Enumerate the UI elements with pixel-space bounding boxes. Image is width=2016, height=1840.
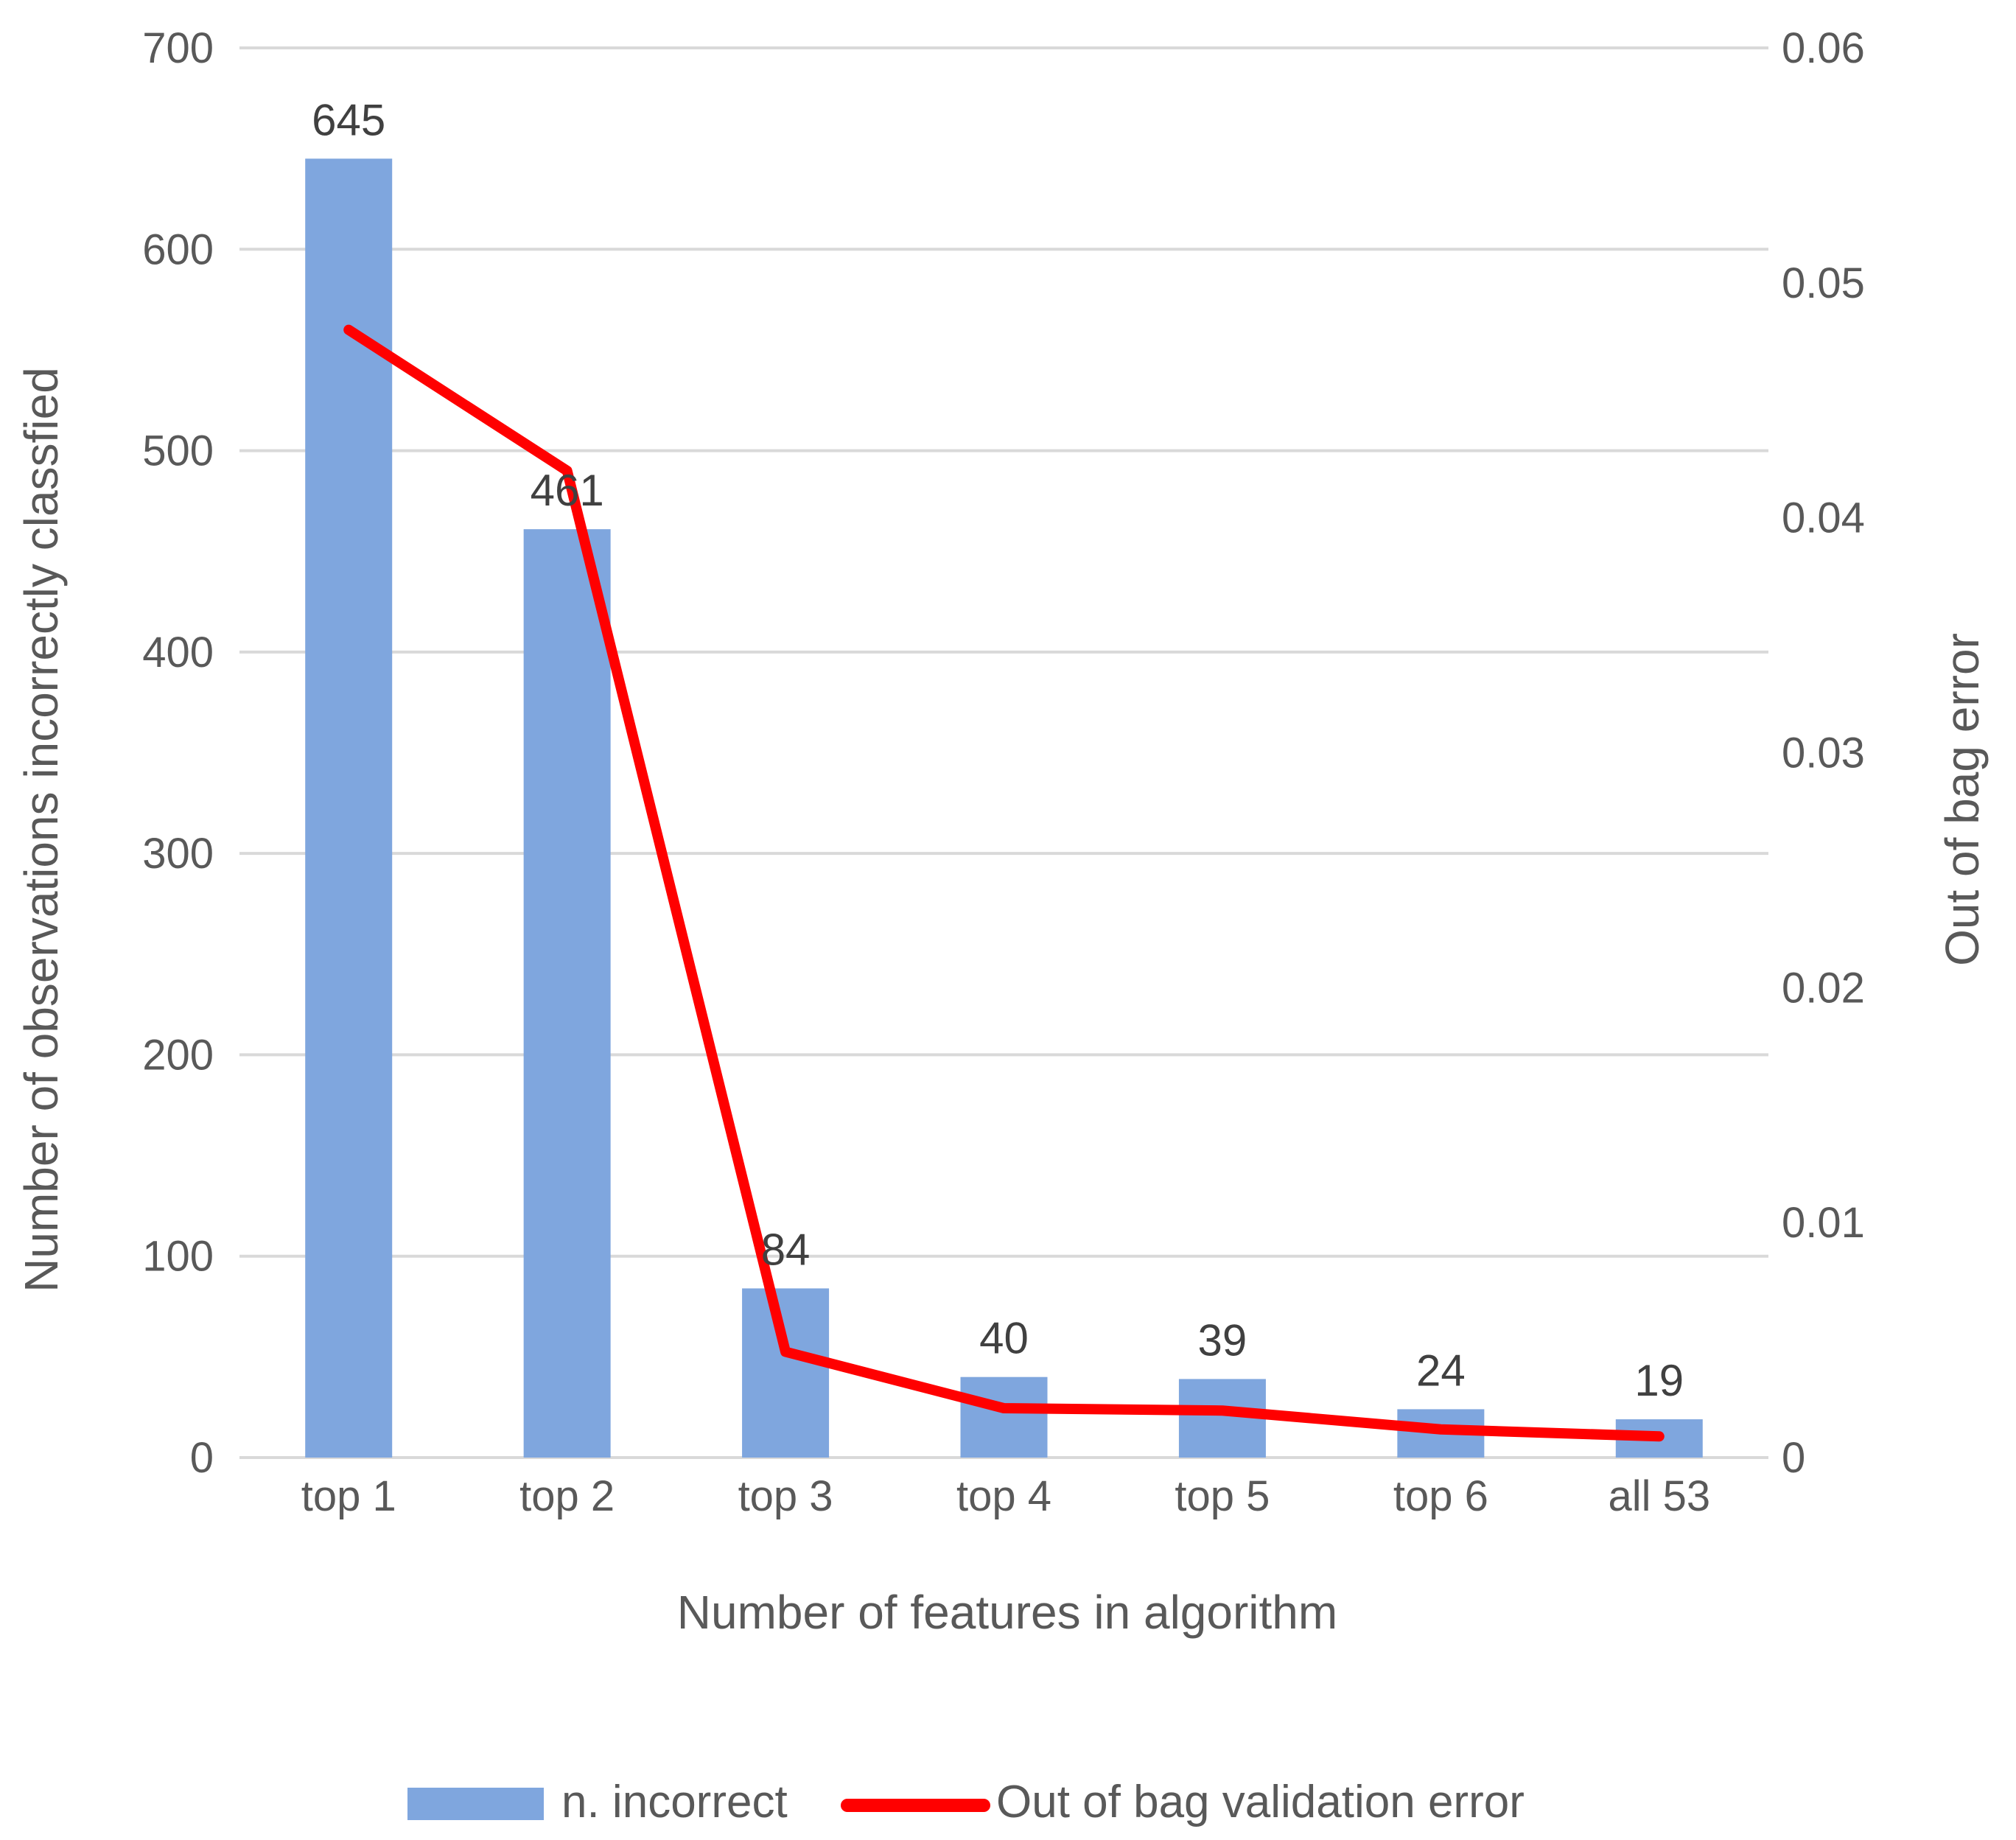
bar-series [305, 158, 1703, 1458]
left-axis-ticks: 0 100 200 300 400 500 600 700 [142, 24, 214, 1482]
y-tick-label: 300 [142, 830, 214, 878]
x-tick-label: all 53 [1608, 1472, 1710, 1520]
y-tick-label: 600 [142, 225, 214, 273]
legend-swatch-bar [407, 1788, 544, 1820]
right-axis-ticks: 0 0.01 0.02 0.03 0.04 0.05 0.06 [1782, 24, 1865, 1482]
legend: n. incorrect Out of bag validation error [407, 1777, 1525, 1827]
y-tick-label: 400 [142, 629, 214, 676]
x-axis-title: Number of features in algorithm [677, 1586, 1337, 1639]
bar-data-label: 24 [1416, 1346, 1466, 1395]
bar [305, 158, 393, 1458]
y-tick-label: 100 [142, 1233, 214, 1281]
y2-tick-label: 0.02 [1782, 964, 1865, 1012]
bar-data-label: 39 [1198, 1315, 1247, 1365]
x-axis-ticks: top 1 top 2 top 3 top 4 top 5 top 6 all 53 [301, 1472, 1710, 1520]
y-tick-label: 200 [142, 1031, 214, 1079]
line-point [564, 468, 570, 473]
y2-tick-label: 0.05 [1782, 259, 1865, 307]
x-tick-label: top 2 [519, 1472, 615, 1520]
y2-tick-label: 0.01 [1782, 1199, 1865, 1247]
data-labels: 645 461 84 40 39 24 19 [312, 95, 1684, 1405]
line-series [343, 324, 1665, 1442]
y2-tick-label: 0.04 [1782, 494, 1865, 542]
x-tick-label: top 3 [738, 1472, 833, 1520]
bar-data-label: 461 [531, 466, 604, 515]
bar-data-label: 84 [761, 1225, 811, 1274]
bar [742, 1288, 830, 1458]
y-tick-label: 500 [142, 427, 214, 475]
legend-label-bar: n. incorrect [561, 1777, 788, 1827]
y-axis-title: Number of observations incorrectly class… [15, 367, 68, 1292]
y2-axis-title: Out of bag error [1936, 633, 1989, 966]
y-tick-label: 0 [190, 1434, 214, 1482]
bar [960, 1376, 1048, 1458]
bar [1178, 1379, 1266, 1458]
x-tick-label: top 6 [1393, 1472, 1488, 1520]
gridlines [239, 46, 1768, 1459]
legend-label-line: Out of bag validation error [996, 1777, 1525, 1827]
line-point [346, 327, 351, 332]
line-point [783, 1349, 788, 1354]
bar-data-label: 645 [312, 95, 385, 144]
bar [523, 529, 611, 1458]
y2-tick-label: 0 [1782, 1434, 1805, 1482]
x-tick-label: top 5 [1175, 1472, 1270, 1520]
x-tick-label: top 1 [301, 1472, 396, 1520]
bar-data-label: 40 [979, 1314, 1029, 1363]
line-point [1001, 1406, 1007, 1411]
line-point [1438, 1427, 1443, 1432]
y-tick-label: 700 [142, 24, 214, 72]
y2-tick-label: 0.06 [1782, 24, 1865, 72]
bar-data-label: 19 [1634, 1356, 1684, 1405]
line-point [1656, 1434, 1662, 1439]
x-tick-label: top 4 [956, 1472, 1051, 1520]
line-point [1219, 1408, 1225, 1413]
y2-tick-label: 0.03 [1782, 730, 1865, 777]
